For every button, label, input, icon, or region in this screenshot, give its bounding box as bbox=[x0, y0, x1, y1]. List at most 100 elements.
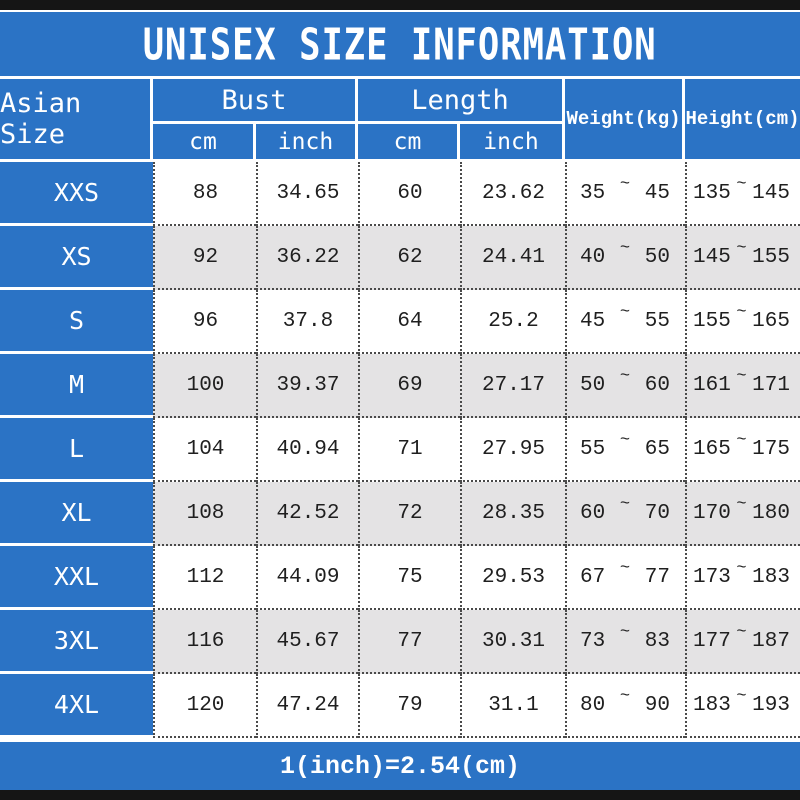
bust-cm-value: 88 bbox=[153, 162, 256, 226]
size-label: XXS bbox=[0, 162, 153, 226]
height-min: 183 bbox=[693, 693, 731, 717]
height-min: 161 bbox=[693, 373, 731, 397]
bust-inch-subheader: inch bbox=[256, 124, 358, 159]
bottom-frame-bar bbox=[0, 790, 800, 800]
height-range: 155 ~165 bbox=[685, 290, 800, 354]
weight-min: 45 bbox=[580, 309, 606, 333]
weight-min: 67 bbox=[580, 565, 606, 589]
bust-cm-value: 108 bbox=[153, 482, 256, 546]
weight-max: 50 bbox=[644, 245, 670, 269]
length-cm-subheader: cm bbox=[358, 124, 460, 159]
height-max: 193 bbox=[752, 693, 790, 717]
tilde-glyph: ~ bbox=[619, 238, 631, 258]
length-inch-value: 29.53 bbox=[460, 546, 565, 610]
table-row-xxs: XXS 88 34.65 60 23.62 35 ~45 135 ~145 bbox=[0, 162, 800, 226]
weight-min: 80 bbox=[580, 693, 606, 717]
table-row-s: S 96 37.8 64 25.2 45 ~55 155 ~165 bbox=[0, 290, 800, 354]
height-max: 187 bbox=[752, 629, 790, 653]
height-min: 135 bbox=[693, 181, 731, 205]
weight-range: 60 ~70 bbox=[565, 482, 685, 546]
weight-column-header: Weight(kg) bbox=[565, 79, 685, 159]
title-band: UNISEX SIZE INFORMATION bbox=[0, 12, 800, 76]
tilde-glyph: ~ bbox=[619, 686, 631, 706]
height-max: 171 bbox=[752, 373, 790, 397]
height-min: 170 bbox=[693, 501, 731, 525]
height-max: 180 bbox=[752, 501, 790, 525]
divider bbox=[0, 10, 800, 12]
length-inch-value: 23.62 bbox=[460, 162, 565, 226]
bust-cm-value: 96 bbox=[153, 290, 256, 354]
table-row-m: M 100 39.37 69 27.17 50 ~60 161 ~171 bbox=[0, 354, 800, 418]
weight-max: 55 bbox=[644, 309, 670, 333]
tilde-glyph: ~ bbox=[619, 366, 631, 386]
tilde-glyph: ~ bbox=[619, 174, 631, 194]
weight-min: 35 bbox=[580, 181, 606, 205]
height-max: 175 bbox=[752, 437, 790, 461]
tilde-glyph: ~ bbox=[736, 302, 747, 322]
height-min: 145 bbox=[693, 245, 731, 269]
length-inch-value: 28.35 bbox=[460, 482, 565, 546]
divider bbox=[0, 738, 800, 742]
conversion-note: 1(inch)=2.54(cm) bbox=[279, 751, 521, 781]
bust-inch-value: 39.37 bbox=[256, 354, 358, 418]
bust-inch-value: 42.52 bbox=[256, 482, 358, 546]
length-cm-value: 72 bbox=[358, 482, 460, 546]
length-inch-subheader: inch bbox=[460, 124, 565, 159]
length-inch-value: 27.17 bbox=[460, 354, 565, 418]
tilde-glyph: ~ bbox=[736, 366, 747, 386]
bust-group-header: Bust bbox=[153, 79, 358, 124]
tilde-glyph: ~ bbox=[736, 430, 747, 450]
weight-range: 40 ~50 bbox=[565, 226, 685, 290]
size-label: M bbox=[0, 354, 153, 418]
bust-cm-value: 104 bbox=[153, 418, 256, 482]
bust-cm-value: 120 bbox=[153, 674, 256, 738]
table-row-4xl: 4XL 120 47.24 79 31.1 80 ~90 183 ~193 bbox=[0, 674, 800, 738]
weight-max: 77 bbox=[644, 565, 670, 589]
weight-max: 90 bbox=[644, 693, 670, 717]
height-range: 161 ~171 bbox=[685, 354, 800, 418]
length-inch-value: 30.31 bbox=[460, 610, 565, 674]
weight-range: 55 ~65 bbox=[565, 418, 685, 482]
height-max: 183 bbox=[752, 565, 790, 589]
height-min: 165 bbox=[693, 437, 731, 461]
bust-cm-subheader: cm bbox=[153, 124, 256, 159]
height-range: 177 ~187 bbox=[685, 610, 800, 674]
tilde-glyph: ~ bbox=[619, 558, 631, 578]
size-label: L bbox=[0, 418, 153, 482]
weight-min: 60 bbox=[580, 501, 606, 525]
height-range: 165 ~175 bbox=[685, 418, 800, 482]
tilde-glyph: ~ bbox=[619, 302, 631, 322]
bust-inch-value: 47.24 bbox=[256, 674, 358, 738]
bust-cm-value: 116 bbox=[153, 610, 256, 674]
tilde-glyph: ~ bbox=[619, 622, 631, 642]
height-range: 183 ~193 bbox=[685, 674, 800, 738]
tilde-glyph: ~ bbox=[736, 558, 747, 578]
weight-max: 45 bbox=[644, 181, 670, 205]
height-max: 145 bbox=[752, 181, 790, 205]
tilde-glyph: ~ bbox=[736, 174, 747, 194]
size-label: 4XL bbox=[0, 674, 153, 738]
height-min: 173 bbox=[693, 565, 731, 589]
table-row-xl: XL 108 42.52 72 28.35 60 ~70 170 ~180 bbox=[0, 482, 800, 546]
footer-band: 1(inch)=2.54(cm) bbox=[0, 742, 800, 790]
size-label: XL bbox=[0, 482, 153, 546]
weight-min: 73 bbox=[580, 629, 606, 653]
weight-range: 35 ~45 bbox=[565, 162, 685, 226]
length-cm-value: 69 bbox=[358, 354, 460, 418]
length-inch-value: 25.2 bbox=[460, 290, 565, 354]
bust-inch-value: 45.67 bbox=[256, 610, 358, 674]
table-row-l: L 104 40.94 71 27.95 55 ~65 165 ~175 bbox=[0, 418, 800, 482]
length-cm-value: 79 bbox=[358, 674, 460, 738]
tilde-glyph: ~ bbox=[736, 494, 747, 514]
length-group-header: Length bbox=[358, 79, 565, 124]
weight-range: 50 ~60 bbox=[565, 354, 685, 418]
weight-min: 50 bbox=[580, 373, 606, 397]
length-inch-value: 24.41 bbox=[460, 226, 565, 290]
size-label: S bbox=[0, 290, 153, 354]
bust-cm-value: 92 bbox=[153, 226, 256, 290]
height-range: 135 ~145 bbox=[685, 162, 800, 226]
weight-range: 45 ~55 bbox=[565, 290, 685, 354]
weight-max: 83 bbox=[644, 629, 670, 653]
weight-max: 70 bbox=[644, 501, 670, 525]
